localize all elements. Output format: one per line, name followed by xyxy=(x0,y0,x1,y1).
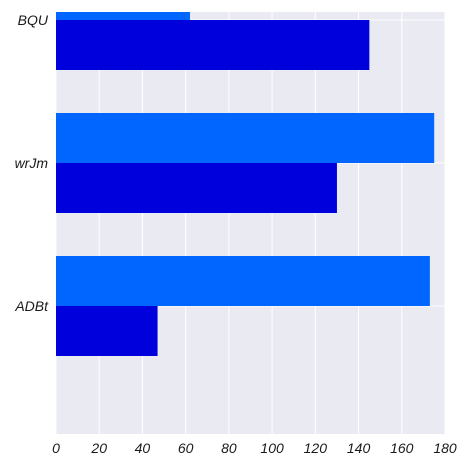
bar-wrJm-series-1 xyxy=(56,113,434,163)
x-tick-label-160: 160 xyxy=(390,440,414,456)
x-tick-label-100: 100 xyxy=(260,440,284,456)
plot-area xyxy=(56,12,445,434)
y-tick-label-wrJm: wrJm xyxy=(15,155,49,171)
bar-BQU-series-1 xyxy=(56,0,190,20)
bar-ADBt-series-1 xyxy=(56,256,430,306)
x-tick-label-60: 60 xyxy=(178,440,194,456)
x-tick-label-0: 0 xyxy=(52,440,60,456)
bar-ADBt-series-2 xyxy=(56,306,158,356)
y-axis-tick-labels: BQU wrJm ADBt xyxy=(14,12,49,314)
bar-BQU-series-2 xyxy=(56,20,369,70)
x-tick-label-120: 120 xyxy=(304,440,328,456)
x-axis-tick-labels: 0 20 40 60 80 100 120 140 160 180 xyxy=(52,440,457,456)
x-tick-label-180: 180 xyxy=(433,440,457,456)
x-tick-label-140: 140 xyxy=(347,440,371,456)
bar-wrJm-series-2 xyxy=(56,163,337,213)
x-tick-label-40: 40 xyxy=(135,440,151,456)
y-tick-label-BQU: BQU xyxy=(18,12,49,28)
x-tick-label-20: 20 xyxy=(90,440,107,456)
x-tick-label-80: 80 xyxy=(221,440,237,456)
y-tick-label-ADBt: ADBt xyxy=(14,298,49,314)
